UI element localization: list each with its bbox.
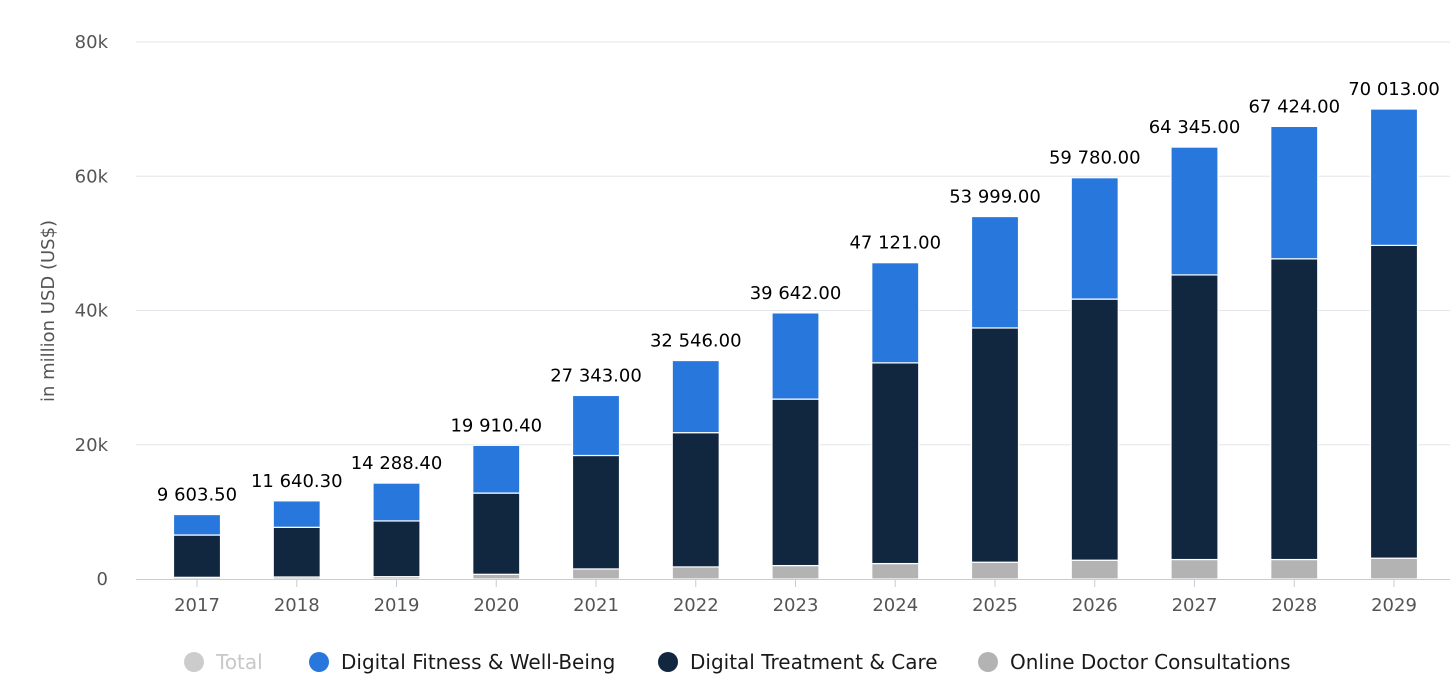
- total-label-2017: 9 603.50: [157, 485, 237, 506]
- x-tick-label-2020: 2020: [473, 595, 519, 616]
- online-doctor-segment-2020[interactable]: [472, 573, 521, 580]
- online-doctor-segment-2026[interactable]: [1070, 559, 1119, 580]
- online-doctor-segment-2028[interactable]: [1270, 558, 1319, 580]
- legend-dot-online-doctor: [978, 652, 998, 672]
- x-axis: 2017 2018 2019 2020 2021 2022 2023 2024 2025 2026…: [136, 579, 1450, 616]
- digital-fitness-segment-2020[interactable]: [472, 444, 521, 494]
- legend-dot-digital-fitness: [309, 652, 329, 672]
- total-label-2026: 59 780.00: [1049, 148, 1141, 169]
- digital-fitness-segment-2023[interactable]: [771, 312, 820, 400]
- online-doctor-segment-2027[interactable]: [1170, 558, 1219, 580]
- digital-treatment-segment-2023[interactable]: [771, 398, 820, 567]
- x-tick-label-2019: 2019: [374, 595, 420, 616]
- online-doctor-segment-2023[interactable]: [771, 564, 820, 580]
- digital-treatment-segment-2022[interactable]: [671, 432, 720, 568]
- y-tick-label: 60k: [75, 166, 109, 187]
- legend-item-online-doctor[interactable]: Online Doctor Consultations: [978, 644, 1291, 680]
- x-tick-label-2028: 2028: [1271, 595, 1317, 616]
- y-tick-label: 0: [97, 569, 108, 590]
- digital-treatment-segment-2027[interactable]: [1170, 274, 1219, 561]
- y-tick-label: 20k: [75, 435, 109, 456]
- digital-treatment-segment-2025[interactable]: [970, 327, 1020, 563]
- y-axis-label: in million USD (US$): [38, 220, 59, 402]
- digital-treatment-segment-2017[interactable]: [172, 534, 222, 578]
- digital-treatment-segment-2018[interactable]: [272, 526, 321, 578]
- digital-fitness-segment-2018[interactable]: [272, 500, 321, 528]
- legend-dot-digital-treatment: [658, 652, 678, 672]
- x-tick-label-2026: 2026: [1072, 595, 1118, 616]
- digital-fitness-segment-2024[interactable]: [871, 262, 920, 364]
- total-label-2019: 14 288.40: [351, 453, 443, 474]
- y-tick-label: 40k: [75, 301, 109, 322]
- x-tick-label-2023: 2023: [773, 595, 819, 616]
- digital-treatment-segment-2019[interactable]: [372, 520, 421, 578]
- x-tick-label-2025: 2025: [972, 595, 1018, 616]
- digital-fitness-segment-2019[interactable]: [372, 482, 421, 522]
- digital-fitness-segment-2021[interactable]: [571, 394, 621, 457]
- total-label-2027: 64 345.00: [1149, 117, 1241, 138]
- legend-item-total[interactable]: Total: [184, 644, 263, 680]
- legend-label-digital-treatment: Digital Treatment & Care: [690, 650, 938, 674]
- legend: Total Digital Fitness & Well-Being Digit…: [0, 644, 1456, 680]
- total-label-2025: 53 999.00: [949, 187, 1041, 208]
- total-label-2020: 19 910.40: [450, 415, 542, 436]
- total-label-2028: 67 424.00: [1248, 96, 1340, 117]
- digital-treatment-segment-2021[interactable]: [571, 454, 621, 570]
- total-label-2022: 32 546.00: [650, 331, 742, 352]
- y-axis: 0 20k 40k 60k 80k: [75, 32, 109, 590]
- legend-item-digital-fitness[interactable]: Digital Fitness & Well-Being: [309, 644, 615, 680]
- online-doctor-segment-2022[interactable]: [671, 566, 720, 580]
- digital-fitness-segment-2027[interactable]: [1170, 146, 1219, 276]
- digital-fitness-segment-2026[interactable]: [1070, 177, 1119, 300]
- x-tick-label-2029: 2029: [1371, 595, 1417, 616]
- total-label-2021: 27 343.00: [550, 365, 642, 386]
- x-tick-label-2024: 2024: [872, 595, 918, 616]
- digital-fitness-segment-2025[interactable]: [970, 215, 1020, 329]
- total-label-2023: 39 642.00: [750, 283, 842, 304]
- y-tick-label: 80k: [75, 32, 109, 53]
- digital-fitness-segment-2017[interactable]: [172, 513, 222, 536]
- total-label-2024: 47 121.00: [849, 233, 941, 254]
- total-label-2018: 11 640.30: [251, 471, 343, 492]
- digital-fitness-segment-2028[interactable]: [1270, 125, 1319, 260]
- x-tick-label-2021: 2021: [573, 595, 619, 616]
- online-doctor-segment-2024[interactable]: [871, 562, 920, 580]
- total-label-2029: 70 013.00: [1348, 79, 1440, 100]
- legend-dot-total: [184, 652, 204, 672]
- digital-treatment-segment-2029[interactable]: [1369, 244, 1419, 559]
- online-doctor-segment-2025[interactable]: [970, 561, 1020, 580]
- digital-treatment-segment-2024[interactable]: [871, 362, 920, 565]
- online-doctor-segment-2029[interactable]: [1369, 557, 1419, 580]
- legend-item-digital-treatment[interactable]: Digital Treatment & Care: [658, 644, 938, 680]
- x-tick-label-2017: 2017: [174, 595, 220, 616]
- digital-treatment-segment-2026[interactable]: [1070, 298, 1119, 561]
- online-doctor-segment-2021[interactable]: [571, 568, 621, 580]
- legend-label-total: Total: [216, 650, 263, 674]
- legend-label-online-doctor: Online Doctor Consultations: [1010, 650, 1291, 674]
- digital-treatment-segment-2028[interactable]: [1270, 258, 1319, 561]
- legend-label-digital-fitness: Digital Fitness & Well-Being: [341, 650, 616, 674]
- digital-fitness-segment-2022[interactable]: [671, 359, 720, 434]
- digital-treatment-segment-2020[interactable]: [472, 492, 521, 575]
- x-tick-label-2022: 2022: [673, 595, 719, 616]
- digital-fitness-segment-2029[interactable]: [1369, 108, 1419, 246]
- bars: [172, 108, 1419, 580]
- x-tick-label-2018: 2018: [274, 595, 320, 616]
- total-labels: 9 603.50 11 640.30 14 288.40 19 910.40 27 34…: [157, 79, 1440, 505]
- x-tick-label-2027: 2027: [1172, 595, 1218, 616]
